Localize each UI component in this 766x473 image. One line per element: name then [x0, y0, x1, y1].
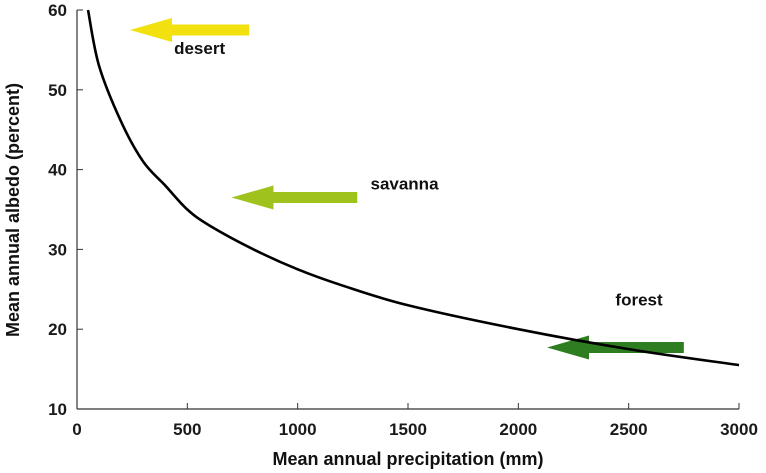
savanna-label: savanna	[370, 175, 439, 194]
savanna-arrow	[231, 185, 358, 210]
y-tick-label: 40	[48, 161, 67, 180]
y-tick-label: 20	[48, 320, 67, 339]
x-tick-label: 1000	[279, 420, 317, 439]
x-axis-title: Mean annual precipitation (mm)	[272, 449, 543, 469]
desert-arrow	[129, 17, 250, 42]
x-tick-label: 1500	[389, 420, 427, 439]
y-tick-label: 50	[48, 81, 67, 100]
annotation-layer: desert savanna forest	[129, 17, 684, 360]
y-tick-label: 10	[48, 400, 67, 419]
curve-layer	[86, 9, 740, 367]
y-tick-label: 30	[48, 240, 67, 259]
x-tick-label: 3000	[720, 420, 758, 439]
x-tick-label: 500	[173, 420, 201, 439]
forest-label: forest	[615, 290, 663, 309]
x-tick-label: 0	[72, 420, 81, 439]
y-tick-label: 60	[48, 1, 67, 20]
tick-layer: 0 500 1000 1500 2000 2500 3000 10 20 30 40 50 60	[48, 1, 758, 439]
y-axis-title: Mean annual albedo (percent)	[3, 83, 23, 337]
x-tick-label: 2000	[499, 420, 537, 439]
x-tick-label: 2500	[610, 420, 648, 439]
albedo-curve-line	[86, 9, 740, 367]
desert-label: desert	[174, 39, 225, 58]
